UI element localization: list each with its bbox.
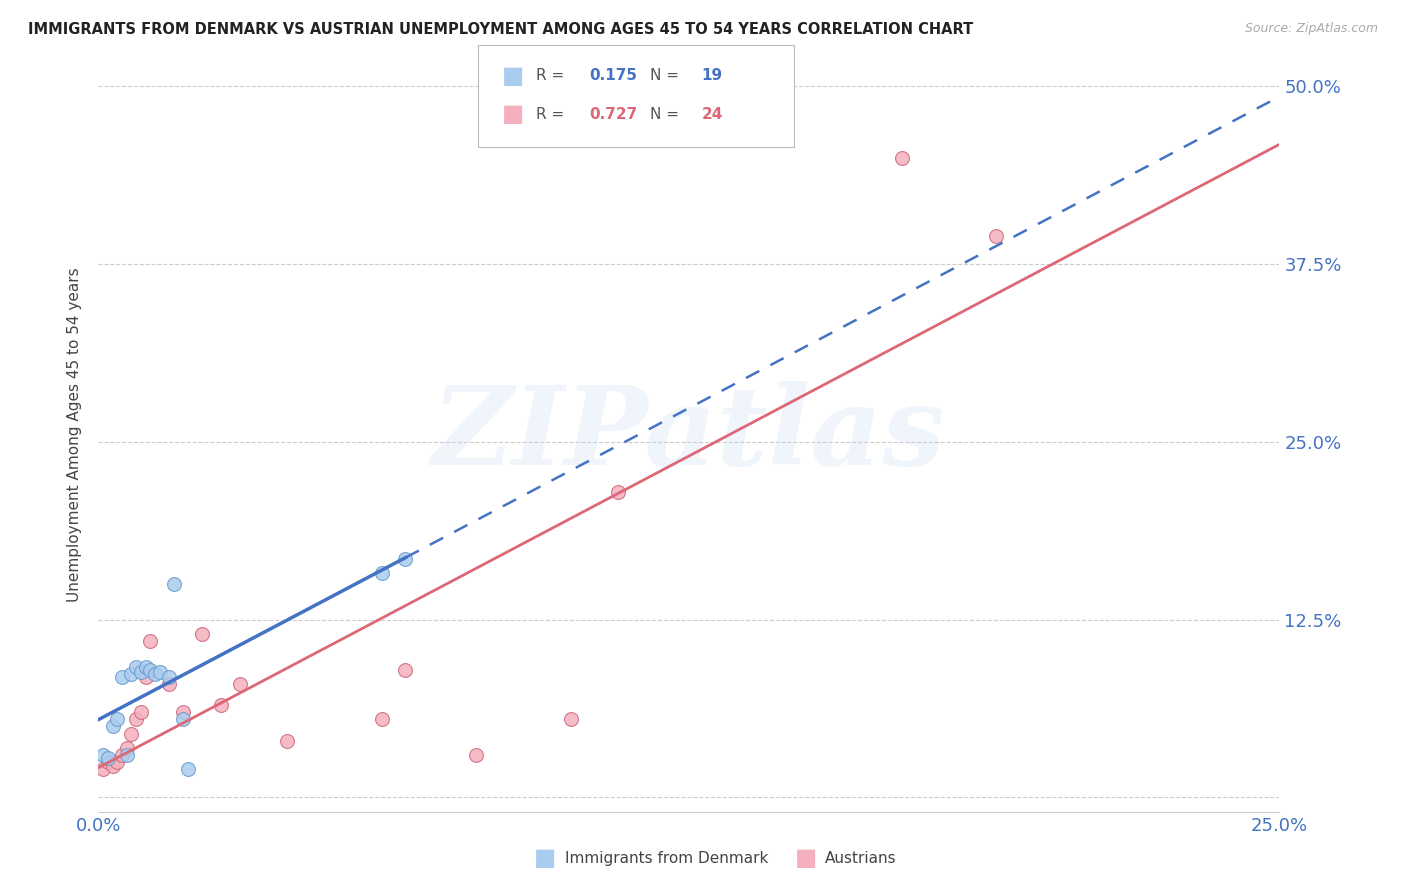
Point — [984, 228, 1007, 243]
Point — [91, 762, 114, 776]
Point — [129, 665, 152, 680]
Point — [394, 551, 416, 566]
Text: R =: R = — [536, 69, 564, 83]
Point — [394, 663, 416, 677]
Point — [465, 747, 488, 762]
Point — [111, 670, 134, 684]
Text: 0.727: 0.727 — [589, 107, 637, 121]
Point — [129, 705, 152, 719]
Text: 24: 24 — [702, 107, 723, 121]
Text: ■: ■ — [534, 847, 557, 870]
Text: 0.175: 0.175 — [589, 69, 637, 83]
Point — [125, 659, 148, 673]
Point — [139, 634, 162, 648]
Point — [121, 726, 143, 740]
Point — [101, 759, 124, 773]
Text: Source: ZipAtlas.com: Source: ZipAtlas.com — [1244, 22, 1378, 36]
Point — [111, 747, 134, 762]
Text: 19: 19 — [702, 69, 723, 83]
Point — [139, 663, 162, 677]
Point — [115, 747, 138, 762]
Point — [191, 627, 214, 641]
Point — [121, 666, 143, 681]
Text: IMMIGRANTS FROM DENMARK VS AUSTRIAN UNEMPLOYMENT AMONG AGES 45 TO 54 YEARS CORRE: IMMIGRANTS FROM DENMARK VS AUSTRIAN UNEM… — [28, 22, 973, 37]
Point — [163, 577, 186, 591]
Point — [101, 719, 124, 733]
Text: Immigrants from Denmark: Immigrants from Denmark — [565, 851, 769, 865]
Point — [135, 659, 157, 673]
Point — [97, 750, 120, 764]
Point — [135, 670, 157, 684]
Text: R =: R = — [536, 107, 564, 121]
Point — [149, 665, 172, 680]
Point — [229, 677, 252, 691]
Text: ■: ■ — [502, 64, 524, 87]
Point — [105, 755, 128, 769]
Point — [172, 705, 194, 719]
Y-axis label: Unemployment Among Ages 45 to 54 years: Unemployment Among Ages 45 to 54 years — [67, 268, 83, 602]
Point — [172, 712, 194, 726]
Point — [890, 151, 912, 165]
Point — [105, 712, 128, 726]
Point — [607, 484, 630, 499]
Point — [97, 755, 120, 769]
Point — [276, 733, 298, 747]
Point — [91, 747, 114, 762]
Point — [209, 698, 232, 712]
Point — [115, 740, 138, 755]
Point — [157, 677, 180, 691]
Text: ZIPatlas: ZIPatlas — [432, 381, 946, 489]
Text: Austrians: Austrians — [825, 851, 897, 865]
Text: N =: N = — [650, 69, 679, 83]
Point — [371, 712, 394, 726]
Text: N =: N = — [650, 107, 679, 121]
Point — [177, 762, 200, 776]
Point — [371, 566, 394, 580]
Point — [157, 670, 180, 684]
Point — [143, 666, 166, 681]
Text: ■: ■ — [794, 847, 817, 870]
Text: ■: ■ — [502, 103, 524, 126]
Point — [125, 712, 148, 726]
Point — [560, 712, 582, 726]
